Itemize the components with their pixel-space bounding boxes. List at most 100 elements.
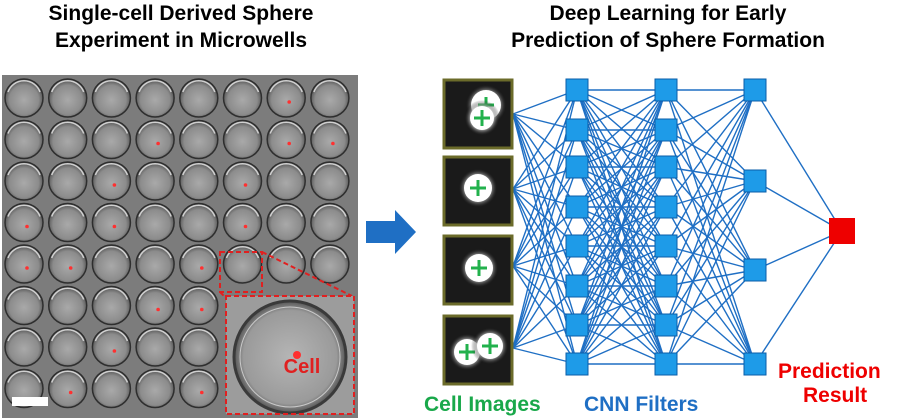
cell-dot <box>200 307 204 312</box>
network-edge <box>754 180 843 232</box>
network-edge <box>665 324 756 365</box>
microwell <box>47 119 88 160</box>
network-edge <box>665 89 756 271</box>
microwell-rim <box>7 121 41 134</box>
microwell <box>4 244 44 284</box>
output-node <box>829 218 855 244</box>
microwell <box>310 78 350 118</box>
microwell <box>91 368 132 409</box>
microwell-rim <box>225 80 260 93</box>
microwell <box>222 161 263 201</box>
microwell <box>135 244 175 284</box>
microwell-rim <box>225 163 260 176</box>
network-edge <box>665 285 756 365</box>
microwell-rim <box>7 246 41 259</box>
network-edge <box>754 89 843 232</box>
microwell <box>135 327 175 367</box>
microwell-rim <box>7 287 41 300</box>
network-edge <box>665 269 756 287</box>
network-edge <box>665 206 756 271</box>
microwell-rim <box>138 287 172 300</box>
microwell <box>135 161 175 201</box>
network-edge <box>665 89 756 131</box>
microwell <box>310 119 350 160</box>
network-edge <box>665 269 756 326</box>
microwell <box>222 202 263 243</box>
microwell-rim <box>269 163 303 176</box>
microwell <box>135 119 175 160</box>
cnn-node <box>654 155 678 179</box>
microwell-rim <box>182 163 216 176</box>
microwell-image: Cell <box>2 75 358 418</box>
microwell-rim <box>50 329 85 342</box>
microwell-rim <box>94 121 129 134</box>
microwell-rim <box>50 370 85 383</box>
cnn-node <box>743 78 767 102</box>
network-edge <box>665 166 756 271</box>
microwell <box>47 327 88 367</box>
network-edge <box>512 206 578 349</box>
microwell-rim <box>94 204 129 217</box>
cnn-node <box>654 313 678 337</box>
cnn-node <box>565 118 589 142</box>
cnn-node <box>743 352 767 376</box>
microwell-rim <box>182 370 216 383</box>
cnn-node <box>654 195 678 219</box>
cell-dot <box>243 183 248 187</box>
microwell <box>179 368 219 409</box>
network-edge <box>665 89 756 247</box>
microwell-rim <box>138 370 172 383</box>
microwell-rim <box>269 246 303 259</box>
microwell <box>135 368 175 409</box>
microwell <box>135 202 175 243</box>
microwell <box>222 244 263 284</box>
microwell <box>179 78 219 118</box>
network-edge <box>665 89 756 365</box>
cell-dot <box>112 224 117 229</box>
microwell-rim <box>138 204 172 217</box>
microwell <box>47 78 88 118</box>
network-edge <box>576 89 667 168</box>
microwell-rim <box>225 121 260 134</box>
microwell <box>266 78 306 118</box>
microwell-rim <box>182 287 216 300</box>
network-edge <box>512 113 578 208</box>
cell-dot <box>200 390 204 395</box>
microwell <box>179 244 219 284</box>
zoom-connector-left <box>219 291 227 299</box>
microwell-rim <box>269 204 303 217</box>
network-edge <box>665 180 756 247</box>
microwell <box>47 244 88 284</box>
network-edge <box>576 245 667 365</box>
microwell <box>222 119 263 160</box>
network-edge <box>665 89 756 168</box>
microwell <box>310 161 350 201</box>
microwell-rim <box>138 121 172 134</box>
cnn-filters-label: CNN Filters <box>584 393 699 416</box>
microwell <box>310 244 350 284</box>
microwell-rim <box>313 246 347 259</box>
microwell-rim <box>7 163 41 176</box>
network-edge <box>576 89 667 247</box>
microwell-rim <box>94 329 129 342</box>
cell-dot <box>25 266 29 270</box>
microwell <box>135 285 175 326</box>
microwell <box>4 78 44 118</box>
microwell-rim <box>225 246 260 259</box>
cell-dot <box>68 390 73 395</box>
microwell-rim <box>7 370 41 383</box>
prediction-label-line2: Result <box>803 384 868 407</box>
scale-bar <box>12 397 48 406</box>
microwell <box>91 244 132 284</box>
microwell <box>135 78 175 118</box>
network-edge <box>665 180 756 326</box>
microwell-rim <box>50 246 85 259</box>
network-edge <box>576 89 667 208</box>
network-nodes <box>565 78 855 376</box>
microwell-rim <box>269 80 303 93</box>
cnn-node <box>743 169 767 193</box>
deep-learning-title-line1: Deep Learning for Early <box>549 2 787 25</box>
cnn-node <box>654 352 678 376</box>
microwell-rim <box>182 121 216 134</box>
